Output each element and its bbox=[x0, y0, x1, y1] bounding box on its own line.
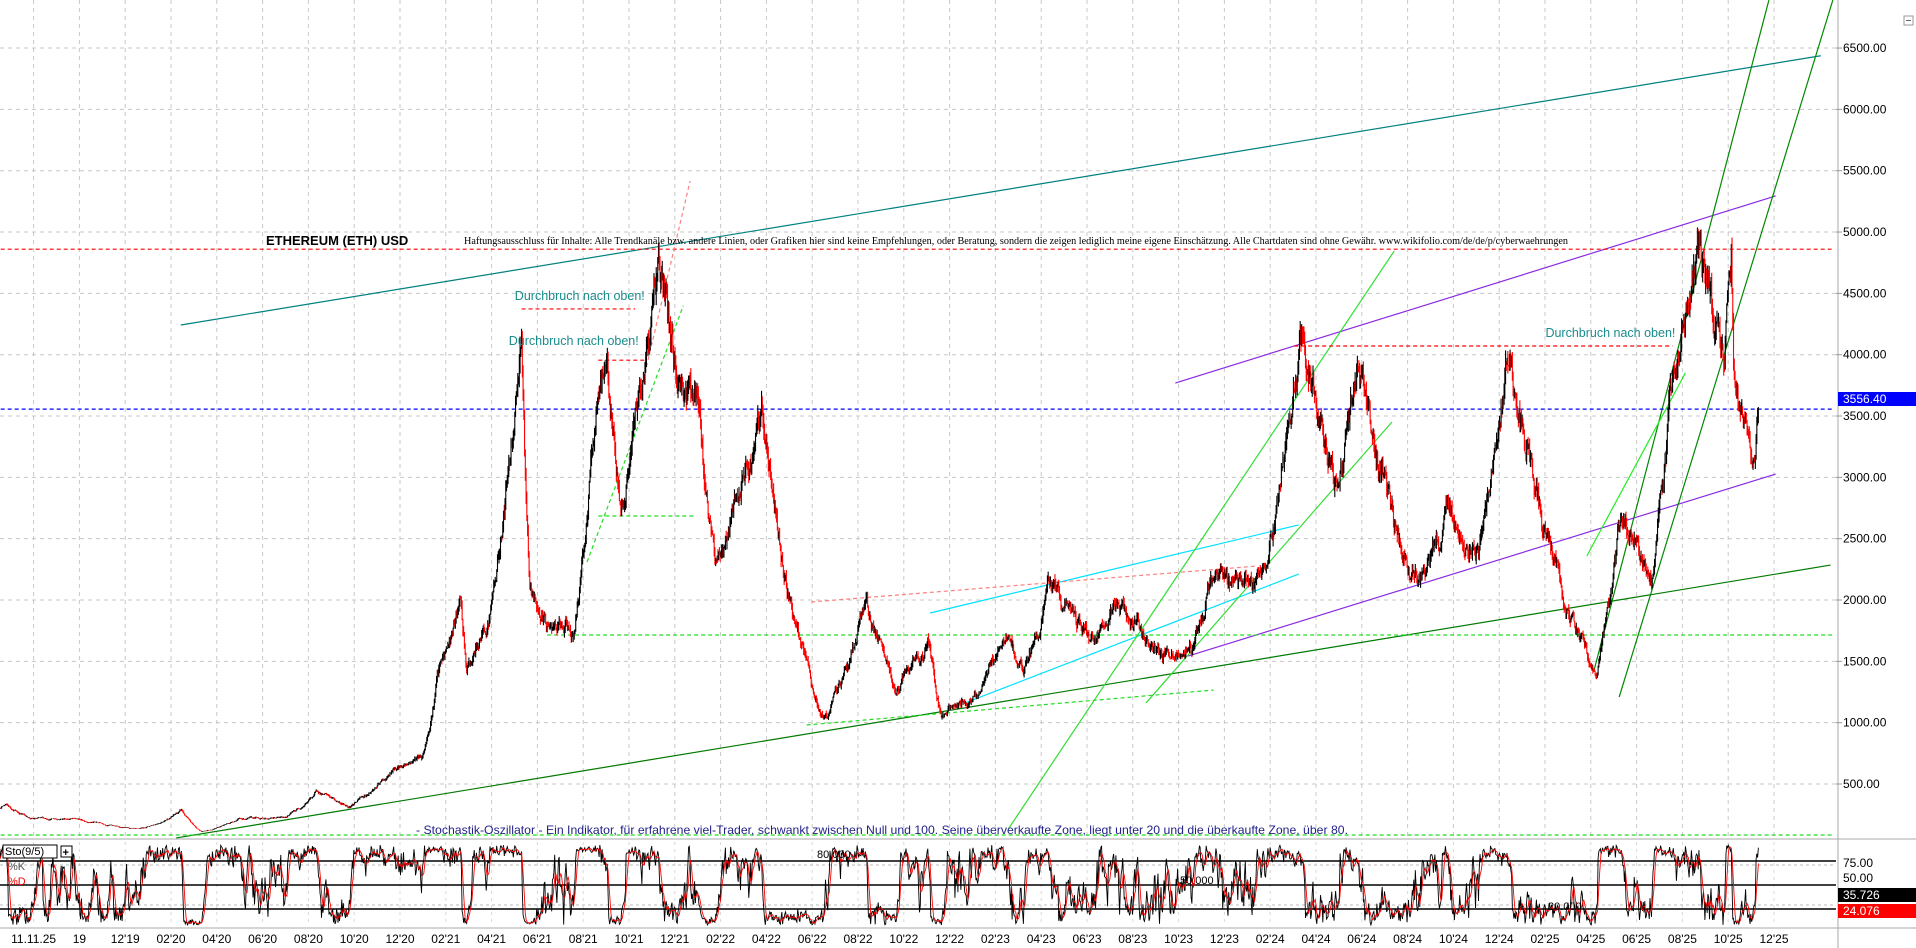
x-tick-label: 04'21 bbox=[477, 932, 506, 946]
trendline bbox=[811, 565, 1258, 603]
y-tick-label: 5000.00 bbox=[1843, 225, 1887, 239]
x-tick-label: 10'25 bbox=[1714, 932, 1743, 946]
y-tick-label: 1000.00 bbox=[1843, 716, 1887, 730]
trendline bbox=[956, 573, 1299, 707]
x-tick-label: 02'22 bbox=[706, 932, 735, 946]
candles bbox=[0, 227, 1759, 833]
trendline bbox=[1618, 0, 1834, 698]
x-tick-label: 08'21 bbox=[569, 932, 598, 946]
level-80-label: 80.000 bbox=[817, 849, 851, 861]
y-tick-label: 3500.00 bbox=[1843, 409, 1887, 423]
d-legend: %D bbox=[8, 876, 26, 888]
trendline bbox=[180, 55, 1821, 326]
grid bbox=[0, 0, 1836, 925]
x-tick-label: 06'20 bbox=[248, 932, 277, 946]
stoch-d-line bbox=[0, 846, 1759, 925]
x-tick-label: 08'22 bbox=[844, 932, 873, 946]
annotation-label: Durchbruch nach oben! bbox=[509, 334, 639, 348]
disclaimer-text: Haftungsausschluss für Inhalte: Alle Tre… bbox=[464, 236, 1568, 247]
y-tick-label: 5500.00 bbox=[1843, 164, 1887, 178]
annotation-label: Durchbruch nach oben! bbox=[1545, 326, 1675, 340]
x-tick-label: 08'20 bbox=[294, 932, 323, 946]
x-tick-label: 06'22 bbox=[798, 932, 827, 946]
x-tick-label: 04'22 bbox=[752, 932, 781, 946]
y-tick-label: 3000.00 bbox=[1843, 470, 1887, 484]
x-tick-label: 02'25 bbox=[1531, 932, 1560, 946]
trendline bbox=[176, 564, 1831, 839]
x-tick-label: 02'23 bbox=[981, 932, 1010, 946]
trendline bbox=[806, 689, 1214, 726]
chart-title: ETHEREUM (ETH) USD bbox=[266, 233, 408, 248]
k-value-label: 35.726 bbox=[1843, 888, 1880, 902]
y-tick-label: 4500.00 bbox=[1843, 286, 1887, 300]
stochastic-panel bbox=[0, 843, 1836, 927]
x-tick-label: 11.11.25 bbox=[11, 932, 56, 946]
y-tick-label: 500.00 bbox=[1843, 777, 1880, 791]
x-tick-label: 12'19 bbox=[111, 932, 140, 946]
d-value-label: 24.076 bbox=[1843, 904, 1880, 918]
trendline bbox=[586, 305, 684, 563]
y-tick-label: 4000.00 bbox=[1843, 348, 1887, 362]
x-tick-label: 04'25 bbox=[1576, 932, 1605, 946]
x-tick-label: 02'21 bbox=[431, 932, 460, 946]
x-tick-label: 10'22 bbox=[889, 932, 918, 946]
annotations: Durchbruch nach oben! Durchbruch nach obe… bbox=[509, 289, 1676, 348]
x-tick-label: 12'23 bbox=[1210, 932, 1239, 946]
x-tick-label: 04'24 bbox=[1302, 932, 1331, 946]
x-tick-label: 04'20 bbox=[202, 932, 231, 946]
x-tick-label: 10'20 bbox=[340, 932, 369, 946]
y-tick-label: 6000.00 bbox=[1843, 102, 1887, 116]
level-20-label: 20.000 bbox=[1548, 901, 1582, 913]
trendline bbox=[929, 524, 1299, 614]
trendline bbox=[645, 180, 691, 368]
k-legend: %K bbox=[8, 861, 26, 873]
x-tick-label: 10'23 bbox=[1164, 932, 1193, 946]
stochastic-description: - Stochastik-Oszillator - Ein Indikator,… bbox=[416, 823, 1348, 837]
current-price-marker bbox=[1838, 392, 1916, 406]
y-tick-label: 2000.00 bbox=[1843, 593, 1887, 607]
x-tick-label: 06'23 bbox=[1073, 932, 1102, 946]
x-tick-label: 08'23 bbox=[1118, 932, 1147, 946]
x-tick-label: 06'21 bbox=[523, 932, 552, 946]
stoch-tick-75: 75.00 bbox=[1843, 856, 1873, 870]
x-tick-label: 02'24 bbox=[1256, 932, 1285, 946]
x-tick-label: 19 bbox=[73, 932, 87, 946]
level-50-label: 50.000 bbox=[1180, 875, 1214, 887]
d-value-marker bbox=[1838, 904, 1916, 918]
stoch-tick-50: 50.00 bbox=[1843, 871, 1873, 885]
x-tick-label: 12'21 bbox=[660, 932, 689, 946]
x-tick-label: 06'24 bbox=[1347, 932, 1376, 946]
trendline bbox=[1175, 195, 1776, 384]
x-tick-label: 10'24 bbox=[1439, 932, 1468, 946]
y-tick-label: 2500.00 bbox=[1843, 532, 1887, 546]
x-tick-label: 08'24 bbox=[1393, 932, 1422, 946]
x-tick-label: 12'20 bbox=[386, 932, 415, 946]
x-tick-label: 10'21 bbox=[615, 932, 644, 946]
y-tick-label: 1500.00 bbox=[1843, 654, 1887, 668]
plus-icon: + bbox=[63, 847, 69, 859]
current-price-label: 3556.40 bbox=[1843, 392, 1887, 406]
k-value-marker bbox=[1838, 888, 1916, 902]
x-tick-label: 12'22 bbox=[935, 932, 964, 946]
y-tick-label: 6500.00 bbox=[1843, 41, 1887, 55]
indicator-label: Sto(9/5) bbox=[5, 846, 44, 858]
x-tick-label: 12'24 bbox=[1485, 932, 1514, 946]
x-tick-label: 08'25 bbox=[1668, 932, 1697, 946]
stoch-k-line bbox=[0, 843, 1759, 927]
annotation-label: Durchbruch nach oben! bbox=[515, 289, 645, 303]
time-axis: 11.11.25 19 12'19 02'20 04'20 06'20 08'20 10'20… bbox=[11, 932, 1789, 946]
trendline bbox=[1007, 250, 1395, 830]
x-tick-label: 12'25 bbox=[1760, 932, 1789, 946]
x-tick-label: 04'23 bbox=[1027, 932, 1056, 946]
x-tick-label: 02'20 bbox=[157, 932, 186, 946]
x-tick-label: 06'25 bbox=[1622, 932, 1651, 946]
add-indicator-button[interactable] bbox=[60, 845, 73, 858]
trendlines bbox=[0, 0, 1834, 839]
indicator-label-box bbox=[2, 844, 58, 859]
price-axis: 500.00 1000.00 1500.00 2000.00 2500.00 3000.0… bbox=[1836, 41, 1887, 791]
